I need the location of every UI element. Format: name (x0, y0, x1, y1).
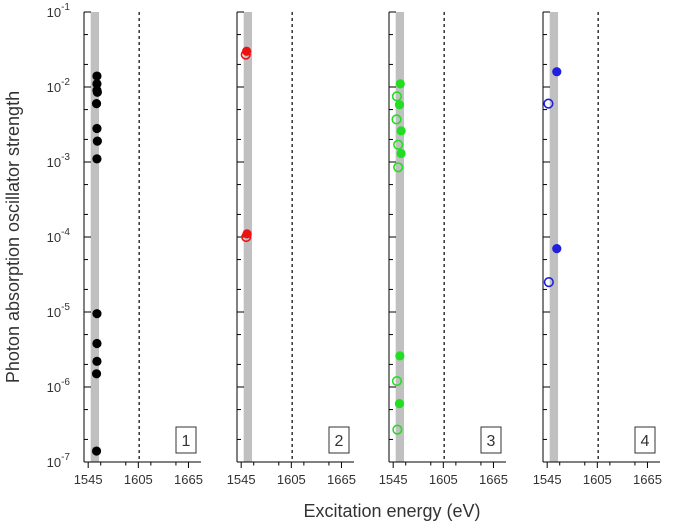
panel-1: 1545 1605 1665 1 (74, 11, 203, 487)
data-point-filled (395, 351, 405, 361)
data-point-open (392, 424, 403, 435)
data-point-filled (92, 338, 102, 349)
y-tick-label-base: 10 (47, 455, 61, 470)
data-point-open (393, 139, 404, 150)
data-point-filled (92, 87, 102, 97)
panel-4: 1545 1605 1665 4 (533, 11, 662, 487)
data-point-filled (552, 67, 562, 77)
y-tick-label-base: 10 (47, 5, 61, 20)
panel-label: 1 (182, 433, 191, 450)
data-point-filled (92, 154, 102, 164)
panel-label-box (175, 426, 197, 454)
y-tick-label-base: 10 (47, 80, 61, 95)
data-point-filled (91, 99, 102, 109)
y-tick-label: 10-7 (47, 452, 71, 470)
x-tick-label: 1605 (277, 472, 306, 487)
data-point-filled (91, 369, 102, 379)
data-point-filled (242, 229, 252, 239)
x-tick-label: 1545 (533, 472, 562, 487)
x-tick-label: 1665 (174, 472, 203, 487)
data-point-open (241, 231, 252, 243)
shaded-band (90, 12, 100, 462)
y-tick-label: 10-2 (47, 77, 71, 95)
y-tick-label-base: 10 (47, 305, 61, 320)
x-tick-label: 1665 (633, 472, 662, 487)
x-tick-label: 1605 (429, 472, 458, 487)
data-point-filled (552, 244, 562, 254)
shaded-band (395, 12, 405, 462)
y-tick-label: 10-3 (47, 152, 71, 170)
data-point-open (391, 114, 402, 125)
y-tick-label-base: 10 (47, 155, 61, 170)
data-point-filled (395, 79, 405, 89)
y-tick-label-base: 10 (47, 230, 61, 245)
y-tick-label-base: 10 (47, 380, 61, 395)
panel-2: 1545 1605 1665 2 (227, 11, 356, 487)
x-tick-label: 1545 (227, 472, 256, 487)
y-tick-label-exponent: -1 (61, 2, 70, 13)
shaded-band (549, 12, 559, 462)
data-point-filled (92, 71, 102, 81)
panel-label-box (480, 426, 502, 454)
panel-label: 4 (641, 433, 650, 450)
data-point-filled (396, 126, 406, 136)
x-tick-label: 1545 (379, 472, 408, 487)
data-point-filled (91, 446, 102, 456)
x-tick-label: 1665 (479, 472, 508, 487)
data-point-open (391, 91, 403, 102)
panel-label: 2 (335, 433, 344, 450)
panel-label: 3 (487, 433, 496, 450)
data-point-filled (92, 309, 102, 319)
data-point-filled (394, 399, 405, 409)
data-point-open (543, 277, 554, 288)
data-point-filled (92, 123, 102, 134)
x-tick-label: 1665 (327, 472, 356, 487)
panel-label-box (328, 426, 350, 454)
y-axis-title: Photon absorption oscillator strength (3, 91, 23, 383)
data-point-filled (242, 46, 252, 56)
y-tick-label-exponent: -3 (61, 152, 70, 163)
x-tick-label: 1545 (74, 472, 103, 487)
x-tick-label: 1605 (124, 472, 153, 487)
y-tick-label-exponent: -4 (61, 227, 70, 238)
y-tick-label: 10-1 (47, 2, 71, 20)
y-tick-label-exponent: -7 (61, 452, 70, 463)
y-tick-label: 10-6 (47, 377, 71, 395)
data-point-open (393, 162, 404, 173)
panel-3: 1545 1605 1665 3 (379, 11, 508, 487)
y-tick-label-exponent: -2 (61, 77, 70, 88)
y-tick-label-exponent: -5 (61, 302, 70, 313)
data-point-filled (92, 356, 102, 366)
y-tick-label: 10-5 (47, 302, 71, 320)
y-tick-label: 10-4 (47, 227, 71, 245)
data-point-open (240, 49, 251, 60)
data-point-filled (92, 136, 102, 146)
data-point-filled (396, 148, 406, 159)
panel-label-box (634, 426, 656, 454)
x-tick-label: 1605 (583, 472, 612, 487)
y-tick-label-exponent: -6 (61, 377, 70, 388)
data-point-open (391, 375, 403, 387)
x-axis-title: Excitation energy (eV) (303, 501, 480, 521)
data-point-open (543, 98, 554, 109)
y-axis-tick-labels: 10-110-210-310-410-510-610-7 (47, 2, 71, 470)
data-point-filled (92, 79, 102, 89)
data-point-filled (394, 100, 405, 110)
